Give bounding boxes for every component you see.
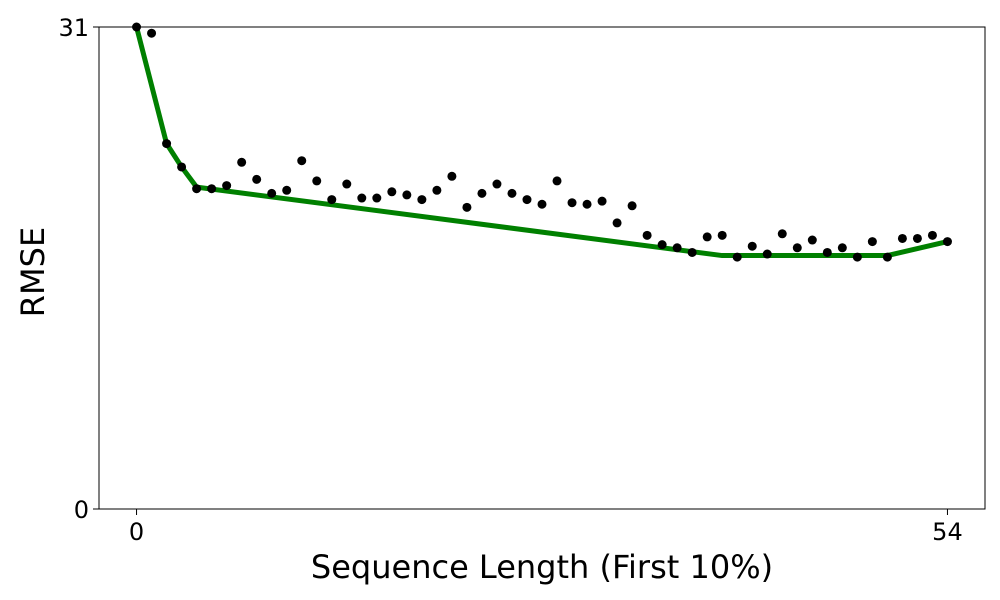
- data-point: [327, 195, 337, 205]
- data-point: [657, 240, 667, 250]
- data-point: [867, 237, 877, 247]
- axis-ticks: 0 54 0 31: [58, 14, 962, 546]
- data-point: [792, 243, 802, 253]
- data-point: [297, 156, 307, 166]
- data-point: [432, 185, 442, 195]
- data-point: [837, 243, 847, 253]
- chart-marks: [132, 22, 952, 262]
- data-point: [567, 198, 577, 208]
- data-point: [732, 252, 742, 262]
- y-tick-label: 0: [74, 496, 89, 524]
- data-point: [417, 195, 427, 205]
- data-point: [672, 243, 682, 253]
- data-point: [282, 185, 292, 195]
- data-point: [777, 229, 787, 239]
- data-point: [342, 179, 352, 189]
- data-point: [192, 184, 202, 194]
- data-point: [747, 241, 757, 251]
- data-point: [177, 162, 187, 172]
- data-point: [807, 235, 817, 245]
- data-point: [942, 237, 952, 247]
- data-point: [402, 190, 412, 200]
- data-point: [237, 157, 247, 167]
- data-point: [447, 171, 457, 181]
- y-axis-title: RMSE: [14, 227, 52, 317]
- data-point: [207, 184, 217, 194]
- data-point: [552, 176, 562, 186]
- data-point: [537, 199, 547, 209]
- data-point: [642, 230, 652, 240]
- x-tick-label: 0: [129, 518, 144, 546]
- data-point: [627, 201, 637, 211]
- data-point: [357, 193, 367, 203]
- data-point: [762, 249, 772, 259]
- data-point: [822, 247, 832, 257]
- data-point: [267, 188, 277, 198]
- data-point: [507, 188, 517, 198]
- data-point: [222, 181, 232, 191]
- data-point: [387, 187, 397, 197]
- x-axis-title: Sequence Length (First 10%): [311, 548, 773, 586]
- data-point: [477, 188, 487, 198]
- data-point: [717, 230, 727, 240]
- data-point: [912, 233, 922, 243]
- data-point: [897, 233, 907, 243]
- data-point: [927, 230, 937, 240]
- data-point: [372, 193, 382, 203]
- plot-area: [99, 27, 985, 509]
- data-point: [147, 28, 157, 38]
- data-point: [612, 218, 622, 228]
- x-tick-label: 54: [932, 518, 963, 546]
- data-point: [162, 139, 172, 149]
- data-point: [312, 176, 322, 186]
- data-point: [687, 247, 697, 257]
- data-point: [882, 252, 892, 262]
- data-point: [462, 202, 472, 212]
- data-point: [702, 232, 712, 242]
- data-point: [852, 252, 862, 262]
- data-point: [522, 195, 532, 205]
- data-point: [582, 199, 592, 209]
- axes-frame: [98, 26, 986, 510]
- data-point: [492, 179, 502, 189]
- y-tick-label: 31: [58, 14, 89, 42]
- data-point: [252, 174, 262, 184]
- data-point: [597, 196, 607, 206]
